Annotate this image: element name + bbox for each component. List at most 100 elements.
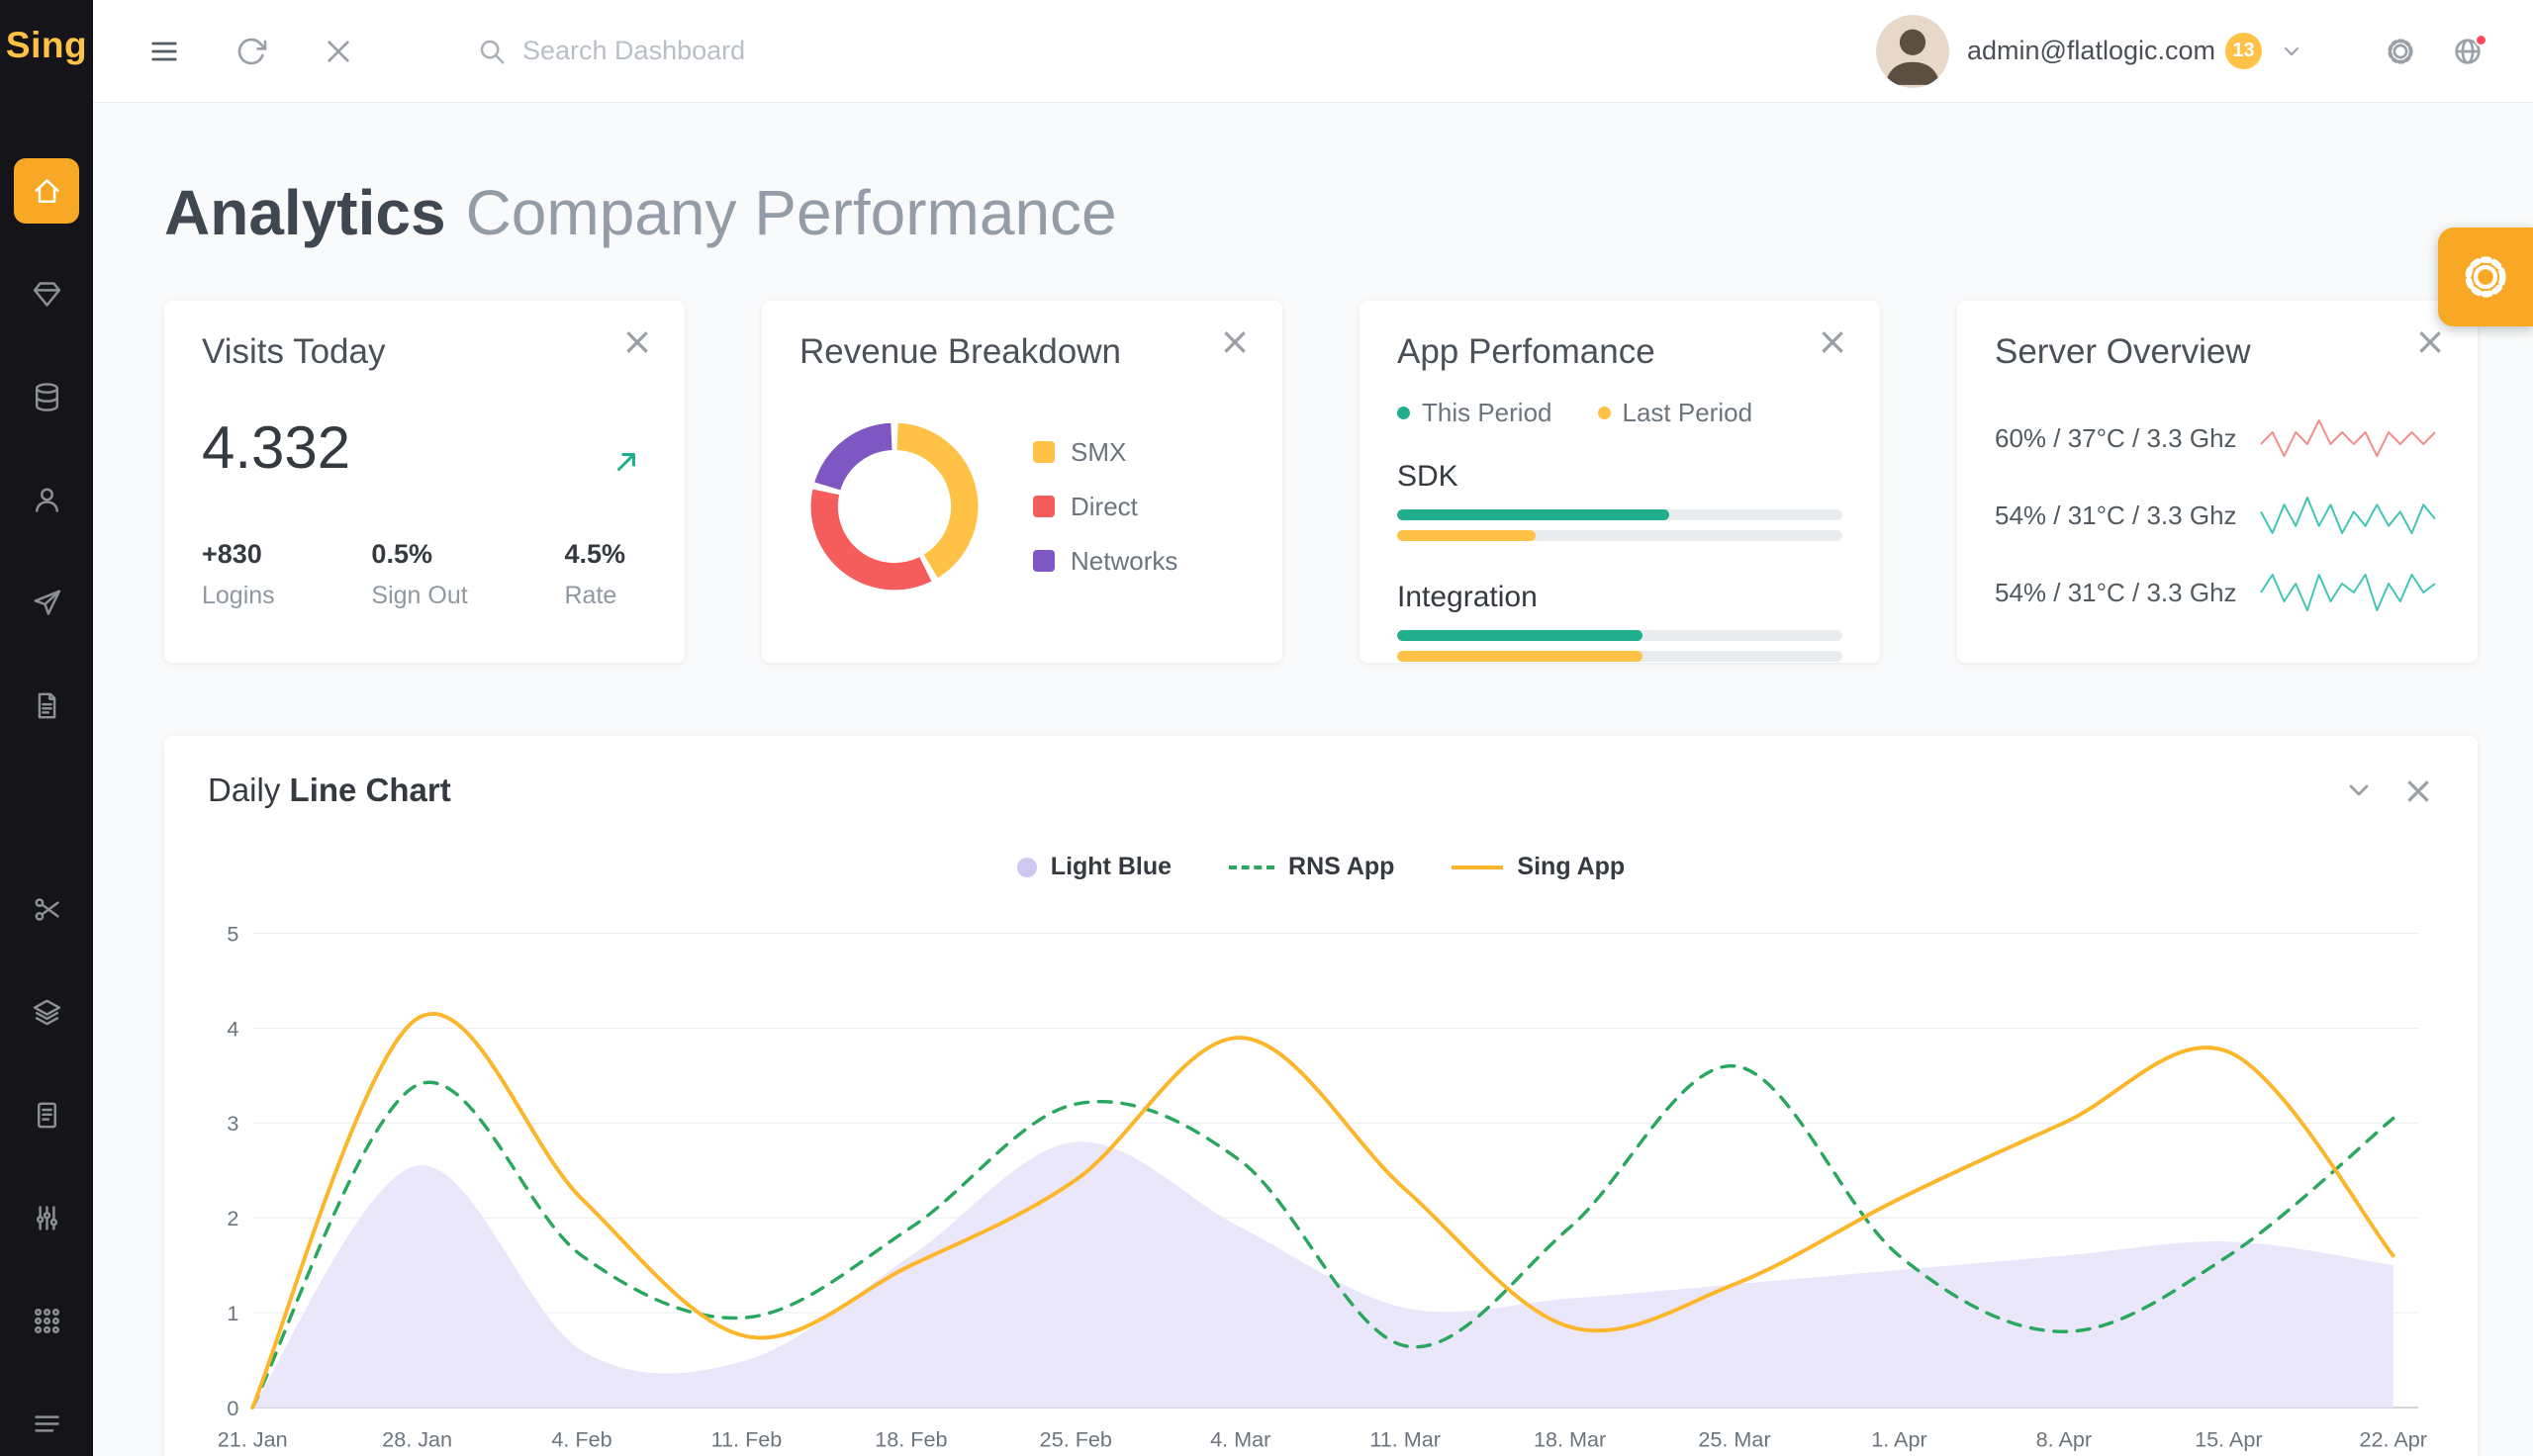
trend-up-icon	[611, 447, 641, 482]
file-icon	[37, 1102, 56, 1128]
top-header: admin@flatlogic.com 13	[93, 0, 2533, 103]
sidebar-item-tools[interactable]	[14, 876, 79, 942]
sparkline-chart	[2260, 574, 2436, 611]
legend-label: This Period	[1422, 398, 1552, 427]
daily-line-chart-card: Daily Line Chart × Light Blue	[164, 736, 2478, 1456]
document-icon	[38, 692, 55, 718]
close-page-button[interactable]	[317, 30, 360, 73]
stat-cards-row: Visits Today × 4.332 +830 Logins	[164, 301, 2478, 663]
chart-actions: ×	[2341, 772, 2434, 809]
progress-track	[1397, 509, 1842, 520]
legend-swatch	[1033, 550, 1055, 572]
sidebar-item-grid[interactable]	[14, 1288, 79, 1353]
language-globe-button[interactable]	[2446, 30, 2489, 73]
menu-lines-icon	[34, 1414, 59, 1432]
chart-title-regular: Daily	[208, 772, 281, 808]
scissors-icon	[35, 897, 59, 921]
stat-value: +830	[202, 539, 262, 569]
legend-dashed-line	[1229, 864, 1275, 869]
close-chart-button[interactable]: ×	[2402, 769, 2434, 812]
chart-header: Daily Line Chart ×	[208, 772, 2434, 809]
stat-logins: +830 Logins	[202, 539, 275, 610]
chevron-down-icon	[2349, 784, 2369, 796]
notification-dot	[2475, 33, 2487, 46]
server-stats-label: 54% / 31°C / 3.3 Ghz	[1995, 500, 2237, 530]
stat-label: Rate	[564, 582, 617, 609]
page-title-subtitle: Company Performance	[465, 177, 1117, 248]
close-icon	[328, 40, 349, 62]
sidebar-item-charts[interactable]	[14, 1185, 79, 1250]
close-card-button[interactable]: ×	[1219, 319, 1251, 363]
svg-text:4. Feb: 4. Feb	[551, 1426, 611, 1451]
revenue-body: SMX Direct Networks	[799, 411, 1245, 601]
stat-label: Sign Out	[371, 582, 468, 609]
progress-bar-sdk-current	[1397, 509, 1669, 520]
legend-dot	[1016, 857, 1037, 877]
legend-label: Light Blue	[1050, 853, 1173, 880]
collapse-chart-button[interactable]	[2341, 773, 2377, 808]
gear-icon	[2465, 256, 2506, 298]
hamburger-icon	[151, 42, 177, 60]
user-menu-chevron[interactable]	[2270, 30, 2313, 73]
svg-text:18. Feb: 18. Feb	[875, 1426, 947, 1451]
globe-icon	[2455, 38, 2481, 64]
visits-value-row: 4.332	[202, 413, 647, 482]
progress-group-label-sdk: SDK	[1397, 460, 1458, 493]
svg-text:1. Apr: 1. Apr	[1871, 1426, 1926, 1451]
refresh-button[interactable]	[230, 30, 273, 73]
sidebar-item-documents[interactable]	[14, 673, 79, 738]
sidebar-item-notifications[interactable]	[14, 570, 79, 635]
search-input[interactable]	[522, 36, 948, 66]
sidebar-item-users[interactable]	[14, 467, 79, 532]
svg-text:25. Mar: 25. Mar	[1698, 1426, 1770, 1451]
chart-title: Daily Line Chart	[208, 772, 451, 809]
legend-light-blue: Light Blue	[1016, 853, 1173, 881]
app-performance-card: App Perfomance × This Period Last Period…	[1360, 301, 1880, 663]
svg-text:21. Jan: 21. Jan	[218, 1426, 288, 1451]
sidebar-item-forms[interactable]	[14, 1082, 79, 1147]
close-card-button[interactable]: ×	[621, 319, 653, 363]
stat-signout: 0.5% Sign Out	[371, 539, 467, 610]
close-card-button[interactable]: ×	[1817, 319, 1848, 363]
paper-plane-icon	[34, 590, 60, 615]
server-rows: 60% / 37°C / 3.3 Ghz 54% / 31°C / 3.3 Gh…	[1995, 400, 2440, 631]
header-right: admin@flatlogic.com 13	[1875, 14, 2489, 88]
card-title: App Perfomance	[1397, 332, 1655, 371]
stat-value: 4.5%	[564, 539, 625, 569]
sidebar: Sing	[0, 0, 93, 1456]
svg-text:25. Feb: 25. Feb	[1040, 1426, 1112, 1451]
donut-chart	[810, 422, 979, 591]
legend-label: Direct	[1071, 491, 1138, 521]
sidebar-item-dashboard[interactable]	[14, 158, 79, 224]
sidebar-item-ui-elements[interactable]	[14, 979, 79, 1045]
notifications-badge: 13	[2225, 33, 2262, 69]
sidebar-item-tables[interactable]	[14, 364, 79, 429]
legend-label: SMX	[1071, 436, 1127, 467]
legend-dot	[1397, 407, 1410, 419]
sidebar-item-more[interactable]	[14, 1391, 79, 1456]
sidebar-toggle-button[interactable]	[142, 30, 186, 73]
legend-this-period: This Period	[1397, 398, 1552, 428]
grid-dots-icon	[34, 1308, 59, 1333]
header-settings-button[interactable]	[2379, 30, 2422, 73]
theme-settings-button[interactable]	[2438, 228, 2533, 326]
gift-icon	[33, 281, 60, 307]
page-title-main: Analytics	[164, 177, 446, 248]
user-avatar[interactable]	[1875, 14, 1949, 88]
legend-label: Last Period	[1622, 398, 1753, 427]
legend-item-smx: SMX	[1033, 437, 1177, 468]
server-row: 54% / 31°C / 3.3 Ghz	[1995, 477, 2440, 554]
close-card-button[interactable]: ×	[2414, 319, 2446, 363]
svg-text:0: 0	[227, 1396, 238, 1420]
sparkline-chart	[2260, 419, 2436, 457]
legend-swatch	[1033, 496, 1055, 517]
user-icon	[35, 488, 58, 512]
progress-track	[1397, 530, 1842, 541]
legend-item-networks: Networks	[1033, 546, 1177, 577]
server-stats-label: 60% / 37°C / 3.3 Ghz	[1995, 422, 2237, 453]
user-email[interactable]: admin@flatlogic.com	[1966, 36, 2215, 65]
page-content: Analytics Company Performance Visits Toda…	[93, 103, 2533, 1456]
sidebar-item-typography[interactable]	[14, 261, 79, 326]
visits-today-card: Visits Today × 4.332 +830 Logins	[164, 301, 685, 663]
